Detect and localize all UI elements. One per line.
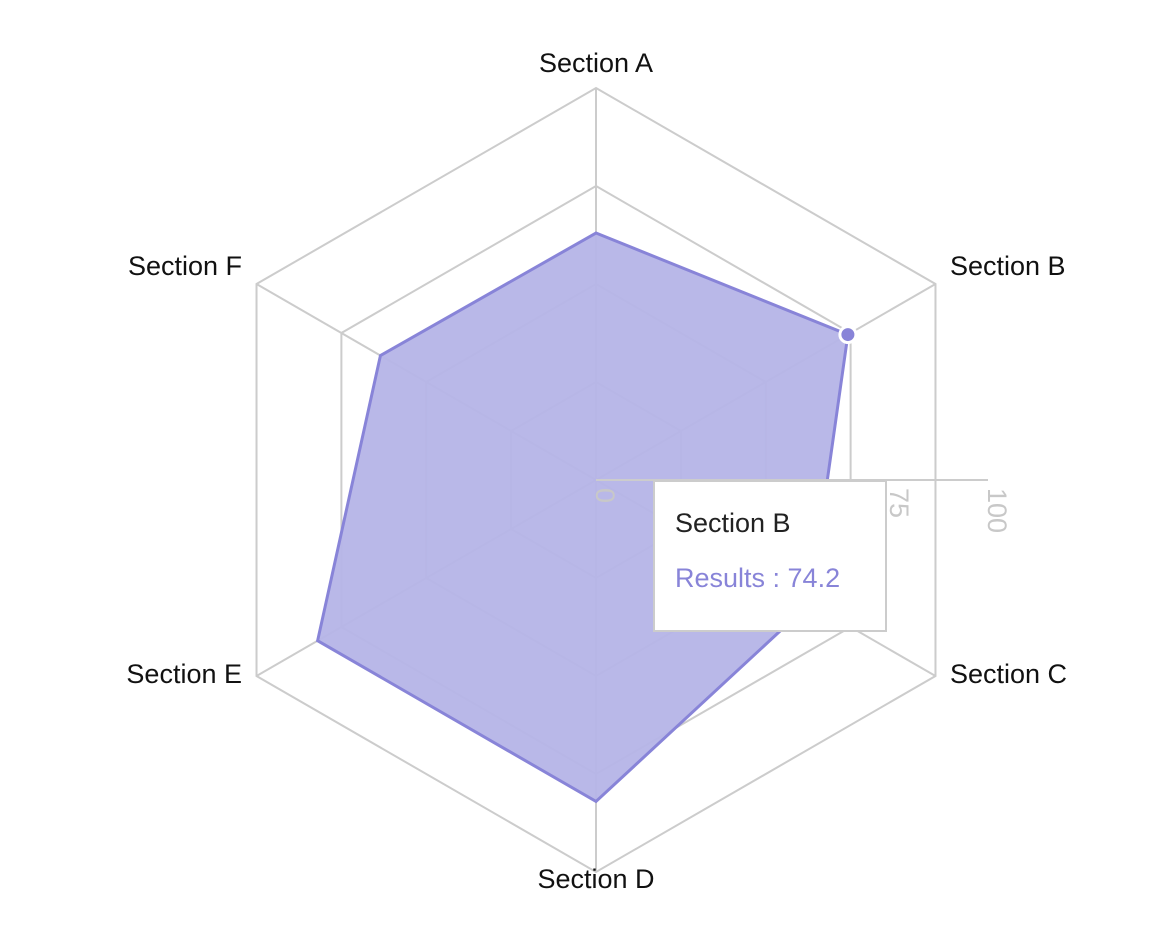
axis-label-section-f: Section F — [128, 251, 242, 281]
axis-label-section-e: Section E — [126, 659, 242, 689]
axis-label-section-c: Section C — [950, 659, 1067, 689]
tooltip-value: Results : 74.2 — [675, 563, 841, 593]
radius-tick-label: 0 — [590, 488, 620, 503]
radius-tick-label: 75 — [884, 488, 914, 518]
active-dot — [838, 325, 858, 345]
radius-tick-label: 100 — [982, 488, 1012, 533]
axis-label-section-b: Section B — [950, 251, 1066, 281]
tooltip-title: Section B — [675, 508, 791, 538]
axis-label-section-d: Section D — [537, 864, 654, 894]
tooltip: Section B Results : 74.2 — [653, 480, 887, 632]
axis-label-section-a: Section A — [539, 48, 653, 78]
